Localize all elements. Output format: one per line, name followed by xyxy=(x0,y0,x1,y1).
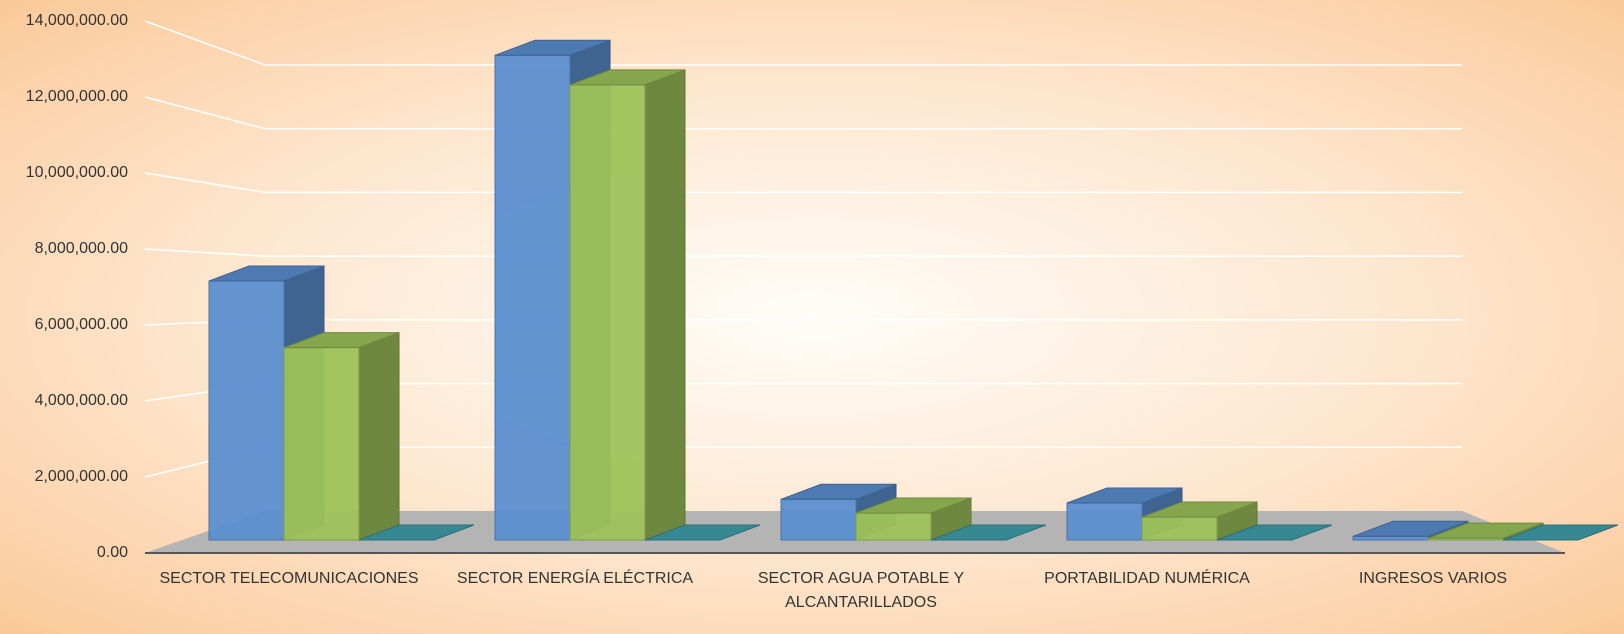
y-tick-label: 10,000,000.00 xyxy=(26,164,128,181)
x-tick-label: SECTOR TELECOMUNICACIONES xyxy=(159,570,419,587)
bar-side xyxy=(644,69,686,541)
bar-top xyxy=(1427,522,1544,539)
bar-top xyxy=(1352,520,1469,537)
bar-top xyxy=(1502,524,1619,541)
bar xyxy=(1141,516,1218,541)
bar-top xyxy=(1141,501,1258,518)
bar-top xyxy=(780,483,897,500)
y-tick-label: 0.00 xyxy=(97,544,128,561)
y-tick-label: 4,000,000.00 xyxy=(35,392,129,409)
grid-line xyxy=(144,248,1462,257)
bar xyxy=(1066,502,1143,541)
bar-top xyxy=(644,524,761,541)
bar-top xyxy=(855,497,972,514)
x-tick-label: SECTOR AGUA POTABLE Y ALCANTARILLADOS xyxy=(757,570,965,611)
y-tick-label: 6,000,000.00 xyxy=(35,316,129,333)
bar-side xyxy=(358,331,400,541)
bar xyxy=(494,54,571,541)
bar xyxy=(1352,535,1429,541)
y-tick-label: 12,000,000.00 xyxy=(26,88,128,105)
x-tick-label: PORTABILIDAD NUMÉRICA xyxy=(1044,570,1250,587)
y-tick-label: 2,000,000.00 xyxy=(35,468,129,485)
grid-line xyxy=(144,172,1462,194)
bar-top xyxy=(358,524,475,541)
bar-top xyxy=(283,332,400,349)
bar xyxy=(208,280,285,541)
grid-line xyxy=(144,319,1462,326)
bar xyxy=(855,512,932,541)
x-tick-label: SECTOR ENERGÍA ELÉCTRICA xyxy=(456,570,694,587)
bar xyxy=(569,84,646,541)
bar-top xyxy=(930,524,1047,541)
bar xyxy=(780,498,857,541)
grid-line xyxy=(144,20,1462,66)
y-tick-label: 8,000,000.00 xyxy=(35,240,129,257)
grid-line xyxy=(144,96,1462,130)
bar xyxy=(283,347,360,541)
bar-top xyxy=(1216,524,1333,541)
x-tick-label: INGRESOS VARIOS xyxy=(1358,570,1508,587)
y-tick-label: 14,000,000.00 xyxy=(26,12,128,29)
bar-top xyxy=(208,265,325,282)
bar-top xyxy=(569,69,686,86)
bar-top xyxy=(1066,487,1183,504)
bar-top xyxy=(494,39,611,56)
